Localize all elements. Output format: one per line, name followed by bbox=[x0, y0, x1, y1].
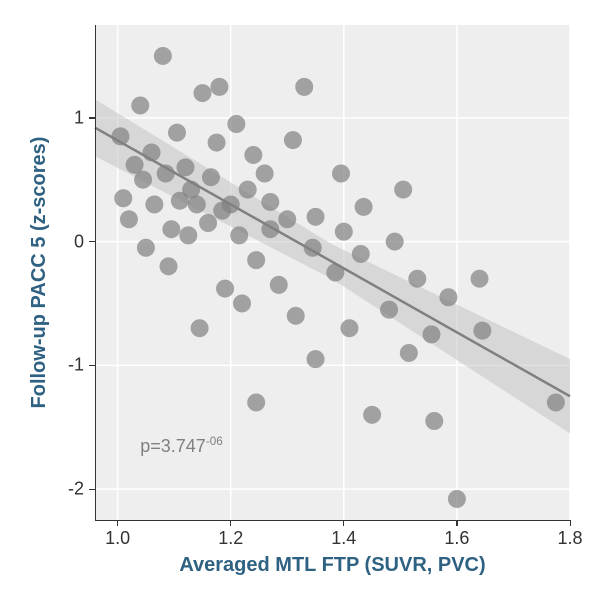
y-tick-mark bbox=[89, 117, 95, 118]
data-point bbox=[239, 181, 257, 199]
data-point bbox=[176, 158, 194, 176]
data-point bbox=[295, 78, 313, 96]
data-point bbox=[284, 131, 302, 149]
axis-spine bbox=[95, 520, 571, 521]
data-point bbox=[111, 127, 129, 145]
data-point bbox=[233, 294, 251, 312]
y-tick-mark bbox=[89, 241, 95, 242]
x-tick-mark bbox=[343, 520, 344, 526]
data-point bbox=[335, 223, 353, 241]
data-point bbox=[352, 245, 370, 263]
data-point bbox=[210, 78, 228, 96]
data-point bbox=[261, 193, 279, 211]
data-point bbox=[422, 325, 440, 343]
x-tick-label: 1.2 bbox=[206, 528, 256, 549]
data-point bbox=[287, 307, 305, 325]
data-point bbox=[120, 210, 138, 228]
data-point bbox=[193, 84, 211, 102]
data-point bbox=[154, 47, 172, 65]
x-tick-label: 1.8 bbox=[545, 528, 595, 549]
x-tick-mark bbox=[456, 520, 457, 526]
data-point bbox=[256, 165, 274, 183]
p-value-exponent: -06 bbox=[206, 435, 223, 448]
x-tick-mark bbox=[230, 520, 231, 526]
data-point bbox=[157, 165, 175, 183]
y-tick-label: -2 bbox=[44, 479, 84, 500]
data-point bbox=[199, 214, 217, 232]
data-point bbox=[222, 195, 240, 213]
data-point bbox=[471, 270, 489, 288]
figure: Follow-up PACC 5 (z-scores) Averaged MTL… bbox=[0, 0, 600, 600]
data-point bbox=[363, 406, 381, 424]
data-point bbox=[261, 220, 279, 238]
data-point bbox=[134, 171, 152, 189]
axis-spine bbox=[95, 25, 96, 521]
y-axis-title: Follow-up PACC 5 (z-scores) bbox=[28, 25, 51, 520]
data-point bbox=[355, 198, 373, 216]
data-point bbox=[394, 181, 412, 199]
x-tick-mark bbox=[570, 520, 571, 526]
data-point bbox=[244, 146, 262, 164]
data-point bbox=[448, 490, 466, 508]
data-point bbox=[400, 344, 418, 362]
p-value-prefix: p=3.747 bbox=[140, 436, 206, 456]
data-point bbox=[160, 257, 178, 275]
data-point bbox=[386, 233, 404, 251]
data-point bbox=[227, 115, 245, 133]
data-point bbox=[247, 251, 265, 269]
y-tick-label: -1 bbox=[44, 355, 84, 376]
data-point bbox=[278, 210, 296, 228]
x-tick-mark bbox=[117, 520, 118, 526]
data-point bbox=[145, 195, 163, 213]
data-point bbox=[270, 276, 288, 294]
data-point bbox=[162, 220, 180, 238]
data-point bbox=[304, 239, 322, 257]
data-point bbox=[230, 226, 248, 244]
data-point bbox=[332, 165, 350, 183]
data-point bbox=[380, 301, 398, 319]
x-tick-label: 1.4 bbox=[319, 528, 369, 549]
y-tick-mark bbox=[89, 365, 95, 366]
data-point bbox=[307, 350, 325, 368]
data-point bbox=[425, 412, 443, 430]
data-point bbox=[188, 195, 206, 213]
data-point bbox=[216, 280, 234, 298]
y-tick-mark bbox=[89, 489, 95, 490]
data-point bbox=[143, 143, 161, 161]
data-point bbox=[473, 322, 491, 340]
data-point bbox=[247, 393, 265, 411]
data-point bbox=[307, 208, 325, 226]
data-point bbox=[191, 319, 209, 337]
data-point bbox=[137, 239, 155, 257]
p-value-annotation: p=3.747-06 bbox=[140, 436, 222, 457]
data-point bbox=[340, 319, 358, 337]
y-tick-label: 1 bbox=[44, 107, 84, 128]
data-point bbox=[114, 189, 132, 207]
data-point bbox=[326, 264, 344, 282]
data-point bbox=[131, 96, 149, 114]
data-point bbox=[202, 168, 220, 186]
data-point bbox=[547, 393, 565, 411]
x-axis-title: Averaged MTL FTP (SUVR, PVC) bbox=[95, 554, 570, 577]
x-tick-label: 1.6 bbox=[432, 528, 482, 549]
y-tick-label: 0 bbox=[44, 231, 84, 252]
data-point bbox=[208, 134, 226, 152]
data-point bbox=[439, 288, 457, 306]
data-point bbox=[168, 124, 186, 142]
data-point bbox=[408, 270, 426, 288]
data-point bbox=[179, 226, 197, 244]
x-tick-label: 1.0 bbox=[93, 528, 143, 549]
